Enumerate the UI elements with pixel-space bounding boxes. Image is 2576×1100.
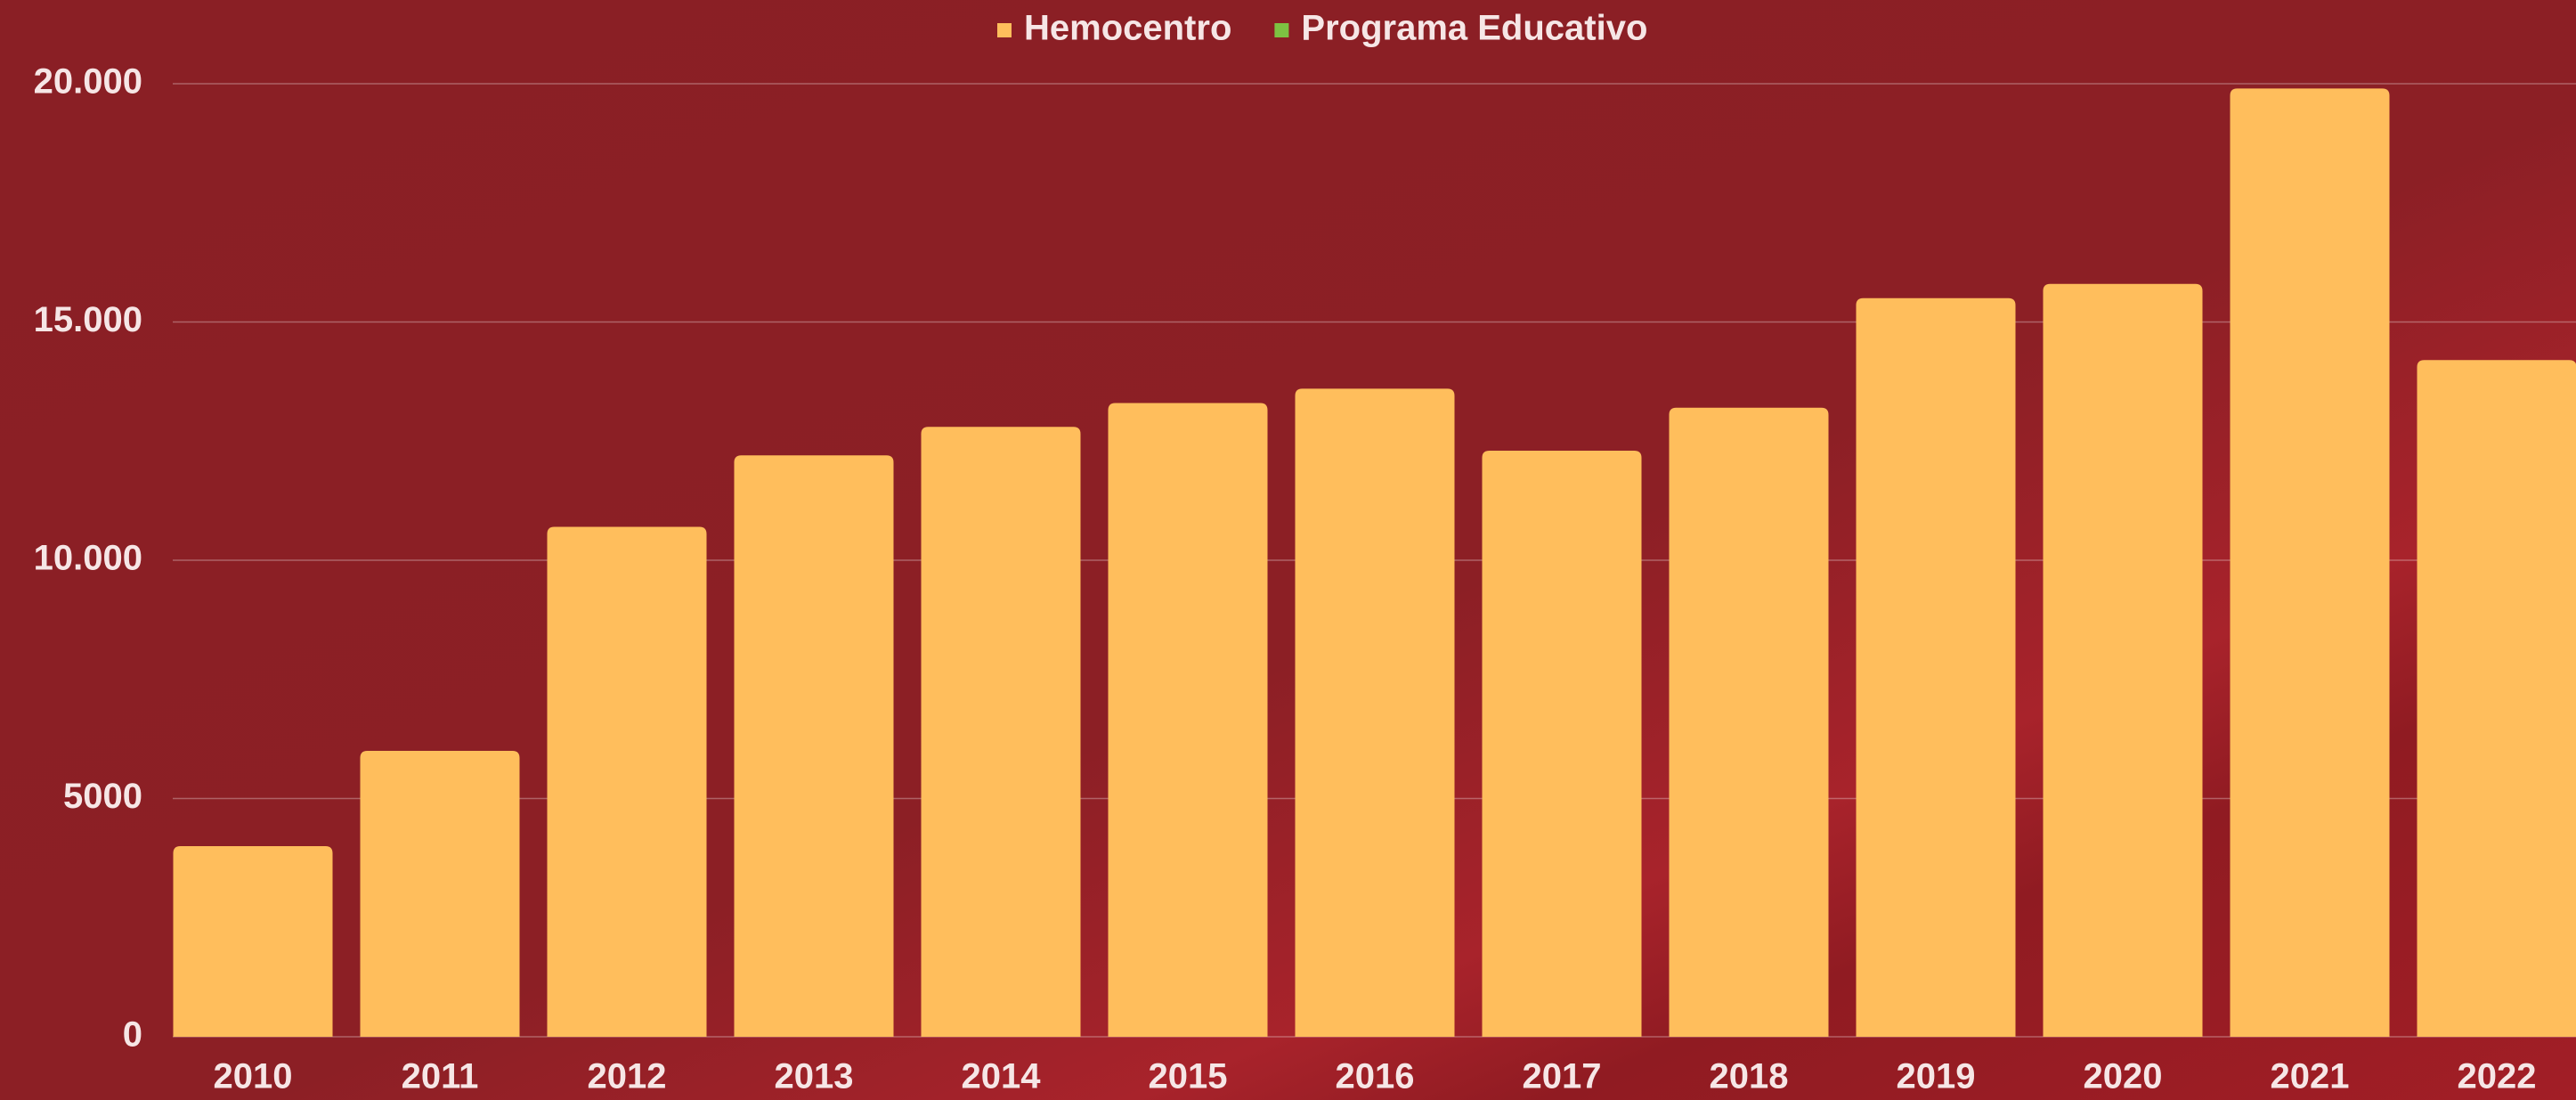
bar: [2230, 88, 2390, 1038]
x-tick-label: 2021: [2271, 1057, 2350, 1096]
bar: [360, 751, 520, 1037]
y-tick-label: 20.000: [34, 62, 142, 102]
x-tick-label: 2019: [1897, 1057, 1976, 1096]
legend-swatch: [997, 23, 1012, 37]
legend-label: Hemocentro: [1024, 9, 1231, 48]
bar: [734, 455, 894, 1037]
x-tick-label: 2017: [1523, 1057, 1602, 1096]
x-tick-label: 2020: [2084, 1057, 2163, 1096]
x-tick-label: 2011: [402, 1057, 479, 1096]
x-tick-label: 2010: [214, 1057, 293, 1096]
x-tick-label: 2012: [588, 1057, 667, 1096]
bar: [1482, 450, 1642, 1037]
x-tick-label: 2013: [775, 1057, 854, 1096]
bar: [2043, 283, 2203, 1037]
bar: [1108, 403, 1268, 1037]
x-tick-label: 2018: [1710, 1057, 1789, 1096]
bar: [173, 846, 333, 1037]
bar: [1669, 407, 1829, 1037]
bar: [2417, 360, 2576, 1037]
bar: [1856, 297, 2016, 1037]
x-tick-label: 2016: [1336, 1057, 1415, 1096]
y-tick-label: 5000: [63, 777, 142, 816]
y-tick-label: 15.000: [34, 300, 142, 339]
x-tick-label: 2022: [2458, 1057, 2537, 1096]
y-tick-label: 10.000: [34, 539, 142, 578]
x-tick-label: 2015: [1149, 1057, 1228, 1096]
y-tick-label: 0: [123, 1015, 142, 1055]
bar: [921, 427, 1081, 1037]
legend-label: Programa Educativo: [1301, 9, 1647, 48]
bar: [1295, 388, 1455, 1037]
x-tick-label: 2014: [962, 1057, 1042, 1096]
bar: [547, 526, 707, 1037]
legend-swatch: [1274, 23, 1289, 37]
